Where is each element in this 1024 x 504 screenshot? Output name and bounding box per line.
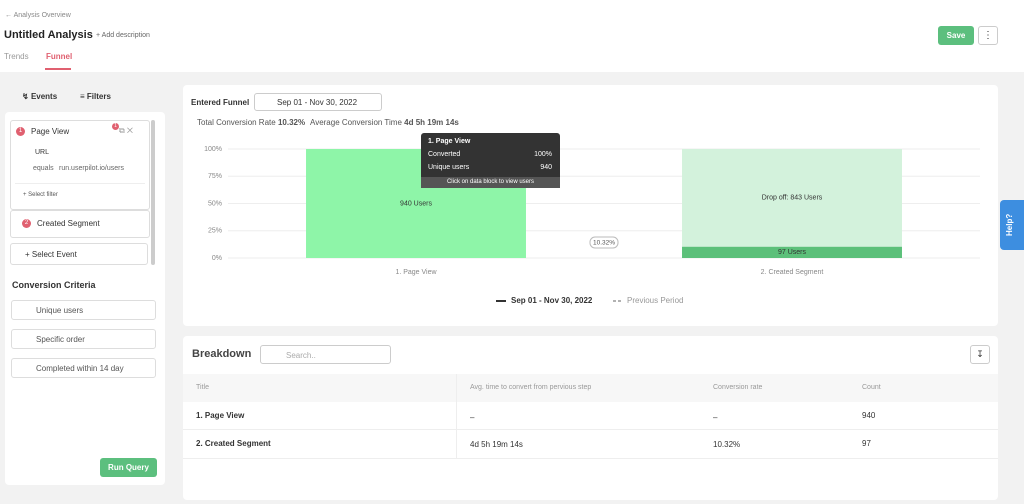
tab-trends[interactable]: Trends [4, 52, 29, 61]
legend-label: Sep 01 - Nov 30, 2022 [511, 296, 593, 305]
legend-label: Previous Period [627, 296, 683, 305]
column-header: Title [196, 384, 209, 391]
tooltip: 1. Page View Converted 100% Unique users… [421, 133, 560, 188]
event-name: Page View [31, 127, 70, 136]
bar-label: 97 Users [778, 249, 807, 256]
criteria-item[interactable]: Completed within 14 day [11, 358, 156, 378]
back-link[interactable]: ← Analysis Overview [5, 12, 71, 19]
cell: 10.32% [713, 440, 741, 449]
column-header: Avg. time to convert from pervious step [470, 384, 592, 391]
tooltip-value: 100% [534, 151, 552, 158]
cell: 1. Page View [196, 411, 245, 420]
column-header: Conversion rate [713, 384, 763, 391]
avg-time-label: Average Conversion Time [310, 118, 402, 127]
cell: 940 [862, 411, 876, 420]
y-tick-label: 50% [208, 200, 222, 207]
conversion-badge: 10.32% [593, 240, 615, 247]
row-divider [183, 458, 998, 459]
x-tick-label: 2. Created Segment [761, 269, 824, 276]
tab-funnel[interactable]: Funnel [46, 52, 73, 61]
event-index: 1 [16, 127, 25, 136]
total-conversion-value: 10.32% [277, 118, 306, 127]
chart-card: Entered Funnel Sep 01 - Nov 30, 2022 Tot… [183, 85, 998, 326]
total-conversion: Total Conversion Rate 10.32% [197, 118, 305, 127]
x-tick-label: 1. Page View [395, 269, 437, 276]
column-divider [456, 374, 457, 458]
help-text: Help? [1005, 213, 1014, 236]
cell: 97 [862, 439, 871, 448]
y-tick-label: 0% [212, 255, 222, 262]
dropoff-label: Drop off: 843 Users [762, 195, 823, 202]
dropoff-bar [682, 149, 902, 247]
y-tick-label: 100% [204, 146, 222, 153]
avg-time: Average Conversion Time 4d 5h 19m 14s [310, 118, 459, 127]
date-picker[interactable]: Sep 01 - Nov 30, 2022 [254, 93, 382, 111]
breakdown-card: Breakdown Search.. ↧ Title Avg. time to … [183, 336, 998, 500]
criteria-item[interactable]: Specific order [11, 329, 156, 349]
tooltip-title: 1. Page View [428, 138, 471, 145]
filter-operator: equals [33, 165, 54, 172]
download-button[interactable]: ↧ [970, 345, 990, 364]
select-event[interactable]: + Select Event [10, 243, 148, 265]
event-card: 2 Created Segment [10, 210, 150, 238]
run-query-button[interactable]: Run Query [100, 458, 157, 477]
row-divider [183, 429, 998, 430]
tooltip-label: Unique users [428, 164, 470, 171]
breakdown-title: Breakdown [192, 348, 252, 360]
y-tick-label: 75% [208, 173, 222, 180]
search-input[interactable]: Search.. [260, 345, 391, 364]
avg-time-value: 4d 5h 19m 14s [404, 118, 459, 127]
funnel-chart: 0% 25% 50% 75% 100% 1. Page View 940 Users 2. C… [204, 146, 980, 305]
cell: – [470, 413, 475, 422]
criteria-title: Conversion Criteria [12, 280, 96, 290]
select-filter[interactable]: + Select filter [23, 192, 58, 198]
event-actions[interactable]: ⧉ ✕ [119, 126, 134, 135]
event-index: 2 [22, 219, 31, 228]
criteria-item[interactable]: Unique users [11, 300, 156, 320]
analysis-title: Untitled Analysis [4, 29, 93, 41]
tooltip-label: Converted [428, 151, 461, 158]
bar [682, 246, 902, 258]
total-conversion-label: Total Conversion Rate [197, 118, 276, 127]
tab-filters-text: Filters [86, 92, 111, 101]
tab-underline [45, 68, 71, 70]
y-tick-label: 25% [208, 228, 222, 235]
scrollbar [151, 120, 155, 265]
tab-events[interactable]: ↯ Events [22, 92, 58, 101]
divider [15, 183, 145, 184]
cell: 4d 5h 19m 14s [470, 440, 523, 449]
back-link-text: Analysis Overview [13, 12, 71, 19]
event-badge: 1 [112, 123, 119, 130]
tooltip-footer: Click on data block to view users [421, 177, 560, 188]
bar-label: 940 Users [400, 200, 432, 207]
column-header: Count [862, 384, 881, 391]
header: ← Analysis Overview Untitled Analysis + … [0, 0, 1024, 72]
cell: 2. Created Segment [196, 439, 271, 448]
funnel-label: Entered Funnel [191, 98, 250, 107]
filter-property: URL [35, 149, 50, 156]
tooltip-value: 940 [540, 164, 552, 171]
filter-value: run.userpilot.io/users [59, 165, 124, 172]
conversion-badge-bg [589, 236, 619, 249]
help-tab[interactable]: Help? [1000, 200, 1024, 250]
save-button[interactable]: Save [938, 26, 974, 45]
event-name: Created Segment [37, 219, 100, 228]
table-header [183, 374, 998, 402]
event-card: 1 Page View 1 ⧉ ✕ URL equals run.userpil… [10, 120, 150, 210]
sidebar: 1 Page View 1 ⧉ ✕ URL equals run.userpil… [5, 112, 165, 485]
cell: – [713, 413, 718, 422]
more-button[interactable]: ⋮ [978, 26, 998, 45]
add-description[interactable]: + Add description [96, 32, 150, 39]
tab-filters[interactable]: ≡ Filters [80, 92, 111, 101]
tab-events-text: Events [30, 92, 58, 101]
